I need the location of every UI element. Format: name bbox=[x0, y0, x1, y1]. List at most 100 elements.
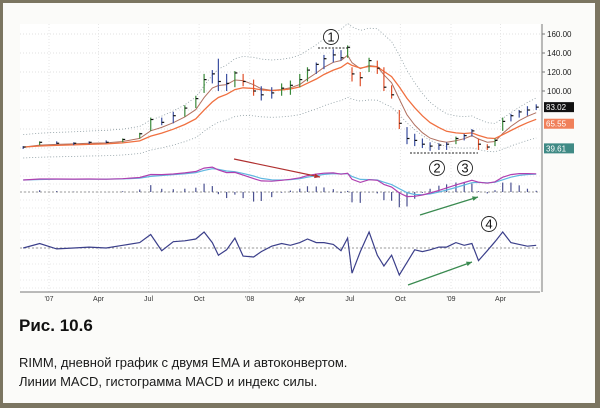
annotation-circle bbox=[429, 160, 445, 176]
price-bar bbox=[271, 87, 275, 99]
macd-signal-line bbox=[23, 168, 537, 196]
last-value-label: 65.55 bbox=[546, 120, 567, 129]
price-bar bbox=[477, 138, 481, 150]
price-bar bbox=[234, 71, 238, 88]
price-bar bbox=[203, 73, 207, 93]
price-bar bbox=[211, 70, 215, 84]
price-bar bbox=[347, 45, 351, 58]
price-bar bbox=[398, 110, 402, 129]
price-bar bbox=[289, 80, 293, 95]
last-value-badge bbox=[544, 143, 574, 154]
last-value-label: 39.61 bbox=[546, 144, 567, 153]
price-bar bbox=[122, 138, 126, 143]
x-tick-label: Jul bbox=[345, 296, 354, 303]
y-tick-label: 100.00 bbox=[547, 87, 572, 96]
price-bar bbox=[502, 117, 506, 131]
price-bar bbox=[299, 73, 303, 88]
x-tick-label: '09 bbox=[446, 296, 455, 303]
price-bar bbox=[56, 141, 60, 145]
price-bar bbox=[260, 86, 264, 101]
price-bar bbox=[139, 132, 143, 139]
price-bar bbox=[414, 133, 418, 147]
price-bar bbox=[172, 111, 176, 124]
price-bar bbox=[438, 143, 442, 150]
price-bar bbox=[446, 142, 450, 150]
divergence-arrow-green-macd bbox=[419, 196, 479, 216]
price-bar bbox=[391, 85, 395, 99]
divergence-arrow-red bbox=[233, 158, 321, 179]
price-bar bbox=[323, 54, 327, 70]
x-tick-label: Oct bbox=[395, 296, 406, 303]
annotation-marker-2: 2 bbox=[429, 160, 445, 176]
annotation-marker-1: 1 bbox=[323, 29, 339, 45]
price-bar bbox=[518, 110, 522, 118]
x-tick-label: '08 bbox=[245, 296, 254, 303]
price-bar bbox=[184, 105, 188, 117]
price-bar bbox=[73, 142, 77, 146]
annotation-number: 4 bbox=[485, 217, 492, 232]
slow-ema-line bbox=[23, 62, 537, 148]
force-index-line bbox=[23, 230, 537, 277]
price-bar bbox=[340, 50, 344, 61]
last-value-badge bbox=[544, 118, 574, 129]
price-bar bbox=[281, 83, 285, 96]
annotation-circle bbox=[481, 216, 497, 232]
y-tick-label: 160.00 bbox=[547, 30, 572, 39]
annotation-number: 3 bbox=[461, 161, 468, 176]
price-bar bbox=[242, 73, 246, 87]
price-bar bbox=[315, 62, 319, 74]
price-bar bbox=[351, 67, 355, 82]
price-bar bbox=[306, 67, 310, 82]
price-bar bbox=[161, 117, 165, 126]
macd-line bbox=[23, 166, 537, 198]
price-bar bbox=[376, 60, 380, 74]
figure-number: Рис. 10.6 bbox=[19, 316, 93, 335]
price-bar bbox=[421, 138, 425, 148]
arrow-shaft bbox=[407, 261, 473, 286]
price-bar bbox=[471, 129, 475, 137]
plot-area bbox=[20, 24, 540, 292]
upper-envelope bbox=[23, 22, 537, 135]
price-bar bbox=[39, 141, 43, 146]
price-bar bbox=[383, 67, 387, 91]
price-bar bbox=[406, 127, 410, 145]
price-bar bbox=[429, 142, 433, 151]
x-tick-label: Oct bbox=[194, 296, 205, 303]
caption-line-2: Линии MACD, гистограмма MACD и индекс си… bbox=[19, 374, 318, 389]
divergence-arrow-green-force bbox=[407, 261, 473, 286]
price-bar bbox=[359, 72, 363, 87]
price-bar bbox=[368, 57, 372, 72]
price-bar bbox=[455, 136, 459, 145]
arrow-shaft bbox=[233, 158, 321, 178]
price-bar bbox=[105, 140, 109, 144]
lower-envelope bbox=[23, 96, 537, 159]
annotation-marker-4: 4 bbox=[481, 216, 497, 232]
price-bar bbox=[510, 113, 514, 122]
y-tick-label: 120.00 bbox=[547, 68, 572, 77]
price-bar bbox=[252, 79, 257, 96]
price-bar bbox=[535, 104, 539, 110]
price-bar bbox=[526, 106, 530, 116]
caption-line-1: RIMM, дневной график с двумя EMA и авток… bbox=[19, 355, 348, 370]
x-tick-label: Jul bbox=[144, 296, 153, 303]
annotation-circle bbox=[323, 29, 339, 45]
price-bar bbox=[88, 141, 92, 145]
last-value-label: 83.02 bbox=[546, 103, 567, 112]
last-value-badge bbox=[544, 102, 574, 113]
price-bar bbox=[195, 95, 199, 109]
price-bar bbox=[226, 73, 230, 91]
price-bar bbox=[332, 49, 336, 63]
price-bar bbox=[463, 133, 467, 141]
annotation-number: 1 bbox=[327, 30, 334, 45]
annotation-circle bbox=[457, 160, 473, 176]
x-tick-label: Apr bbox=[294, 296, 306, 303]
annotation-number: 2 bbox=[433, 161, 440, 176]
annotation-marker-3: 3 bbox=[457, 160, 473, 176]
arrow-head bbox=[314, 173, 320, 179]
arrow-shaft bbox=[419, 196, 479, 216]
price-bar bbox=[494, 138, 498, 147]
x-tick-label: '07 bbox=[44, 296, 53, 303]
price-bar bbox=[22, 146, 26, 149]
y-tick-label: 140.00 bbox=[547, 49, 572, 58]
